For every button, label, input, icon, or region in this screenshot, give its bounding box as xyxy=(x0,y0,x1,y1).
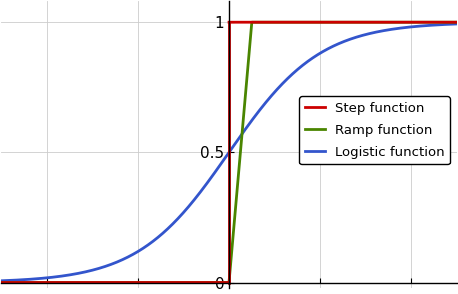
Ramp function xyxy=(82,281,87,284)
Logistic function xyxy=(82,270,87,274)
Logistic function xyxy=(338,41,344,44)
Ramp function xyxy=(454,21,458,24)
Logistic function xyxy=(294,68,300,71)
Ramp function xyxy=(249,21,255,24)
Logistic function xyxy=(373,31,378,34)
Ramp function xyxy=(373,21,378,24)
Ramp function xyxy=(295,21,300,24)
Line: Ramp function: Ramp function xyxy=(1,22,457,283)
Logistic function xyxy=(272,91,277,94)
Ramp function xyxy=(272,21,277,24)
Legend: Step function, Ramp function, Logistic function: Step function, Ramp function, Logistic f… xyxy=(300,96,450,164)
Logistic function xyxy=(173,220,178,223)
Ramp function xyxy=(173,281,178,284)
Ramp function xyxy=(338,21,344,24)
Line: Logistic function: Logistic function xyxy=(1,24,457,281)
Logistic function xyxy=(0,279,4,283)
Ramp function xyxy=(0,281,4,284)
Logistic function xyxy=(454,22,458,26)
